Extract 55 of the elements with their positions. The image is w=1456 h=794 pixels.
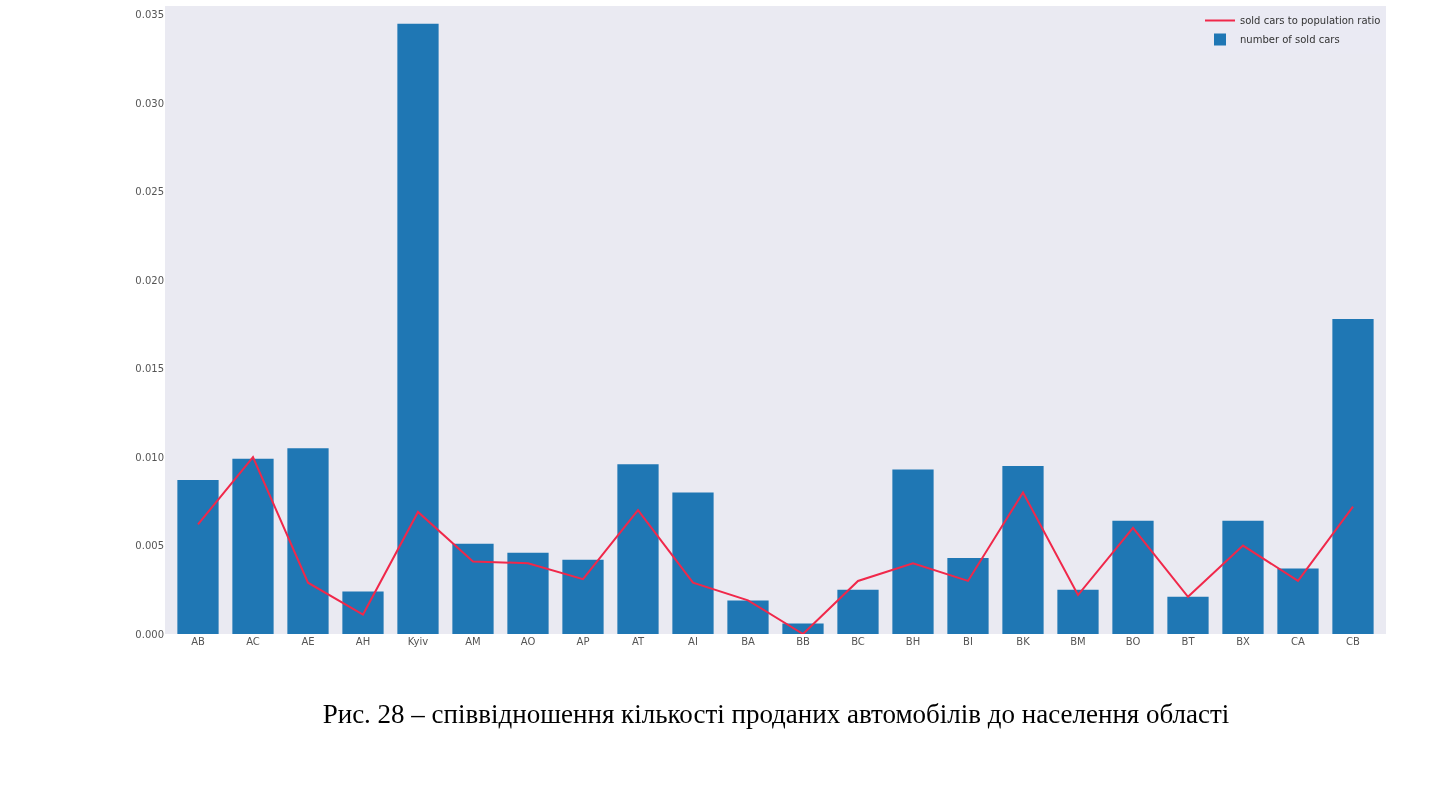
bar xyxy=(1222,520,1264,634)
x-tick-label: BO xyxy=(1125,636,1141,647)
x-tick-label: BB xyxy=(796,636,810,647)
y-tick-label: 0.000 xyxy=(135,628,164,640)
y-tick-label: 0.005 xyxy=(135,540,164,552)
bar xyxy=(1332,319,1374,634)
y-tick-label: 0.025 xyxy=(135,186,164,198)
bar xyxy=(837,589,879,634)
text: Рис. 28 – співвідношення кількості проданих автомобілів до населення області xyxy=(322,699,1230,729)
x-tick-label: BA xyxy=(741,636,756,647)
bar xyxy=(452,543,494,634)
bar xyxy=(287,448,329,634)
x-tick-label: BK xyxy=(1016,636,1031,647)
bar xyxy=(562,559,604,634)
x-tick-label: BT xyxy=(1181,636,1196,647)
x-tick-label: AI xyxy=(688,636,698,647)
x-tick-label: BM xyxy=(1070,636,1086,647)
bar xyxy=(892,469,934,634)
bar xyxy=(727,600,769,634)
bar xyxy=(1277,568,1319,634)
legend-label: sold cars to population ratio xyxy=(1240,15,1381,27)
bar xyxy=(617,464,659,634)
x-tick-label: BH xyxy=(905,636,921,647)
x-tick-label: Kyiv xyxy=(407,636,429,647)
x-tick-label: BI xyxy=(963,636,973,647)
bar xyxy=(1167,596,1209,634)
bar xyxy=(397,23,439,634)
x-tick-label: AH xyxy=(355,636,371,647)
x-tick-label: AT xyxy=(631,636,645,647)
bar xyxy=(342,591,384,634)
y-tick-label: 0.010 xyxy=(135,451,164,463)
bar xyxy=(947,557,989,634)
x-tick-label: AC xyxy=(246,636,260,647)
x-tick-label: AE xyxy=(301,636,315,647)
y-tick-label: 0.030 xyxy=(135,97,164,109)
y-tick-label: 0.035 xyxy=(135,9,164,21)
x-tick-label: AO xyxy=(520,636,536,647)
bar xyxy=(232,458,274,634)
bar xyxy=(672,492,714,634)
y-tick-label: 0.020 xyxy=(135,274,164,286)
legend-label: number of sold cars xyxy=(1240,34,1340,46)
x-tick-label: BC xyxy=(851,636,865,647)
x-tick-label: AB xyxy=(191,636,205,647)
x-tick-label: CA xyxy=(1291,636,1306,647)
bar xyxy=(1112,520,1154,634)
bar xyxy=(177,480,219,634)
x-tick-label: BX xyxy=(1236,636,1250,647)
x-tick-label: AP xyxy=(576,636,590,647)
bar xyxy=(1002,465,1044,634)
bar xyxy=(507,552,549,634)
y-tick-label: 0.015 xyxy=(135,363,164,375)
x-tick-label: CB xyxy=(1346,636,1361,647)
x-tick-label: AM xyxy=(465,636,481,647)
bar xyxy=(1057,589,1099,634)
line-series xyxy=(197,456,1354,634)
